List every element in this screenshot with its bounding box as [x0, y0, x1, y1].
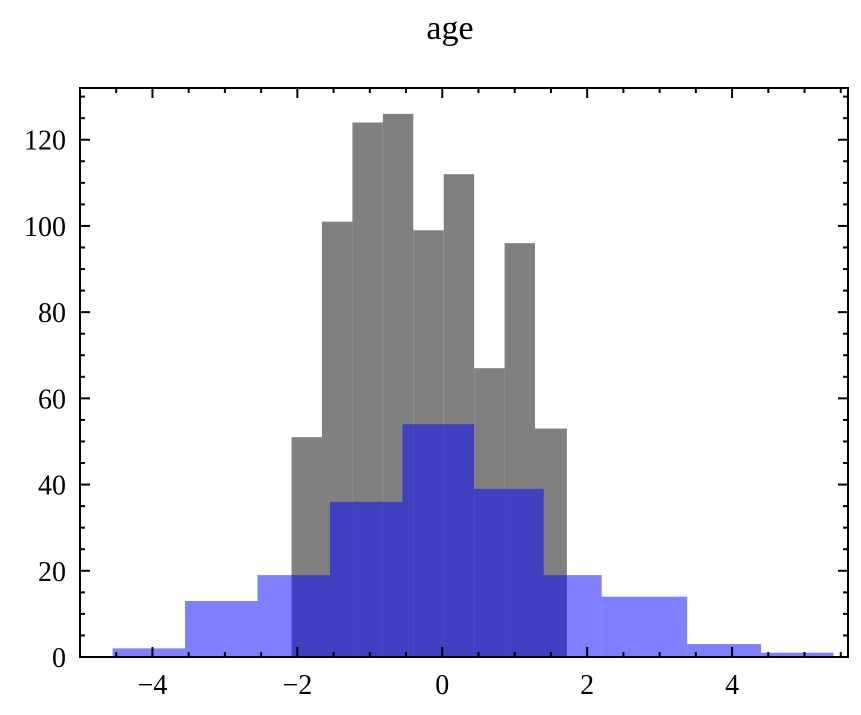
plot-frame — [79, 87, 849, 658]
histogram-bar-series-2-bin-10 — [687, 644, 762, 657]
y-tick-label: 60 — [38, 384, 66, 415]
histogram-bar-series-2-bin-2 — [185, 600, 258, 657]
y-tick-label: 120 — [24, 126, 66, 157]
histogram-bar-series-2-bin-11 — [761, 652, 834, 657]
histogram-bar-series-2-bin-9 — [601, 596, 688, 657]
chart-title: age — [426, 10, 474, 47]
y-tick-label: 100 — [24, 212, 66, 243]
histogram-bar-series-2-bin-4 — [291, 575, 330, 657]
x-tick-label: 0 — [435, 670, 449, 701]
y-tick-label: 40 — [38, 471, 66, 502]
x-tick-label: −4 — [138, 670, 168, 701]
histogram-bar-series-2-bin-3 — [257, 575, 292, 657]
x-tick-label: −2 — [282, 670, 312, 701]
histogram-bar-series-2-bin-5 — [329, 501, 403, 657]
histogram-bar-series-2-bin-6 — [402, 424, 475, 657]
y-tick-label: 80 — [38, 298, 66, 329]
bars-layer — [112, 113, 834, 657]
x-tick-label: 4 — [725, 670, 739, 701]
histogram-bar-series-2-bin-1 — [112, 648, 186, 657]
y-tick-label: 0 — [52, 643, 66, 674]
x-tick-label: 2 — [580, 670, 594, 701]
histogram-bar-series-2-bin-8 — [543, 575, 602, 657]
y-tick-label: 20 — [38, 557, 66, 588]
histogram-bar-series-2-bin-7 — [474, 488, 544, 657]
